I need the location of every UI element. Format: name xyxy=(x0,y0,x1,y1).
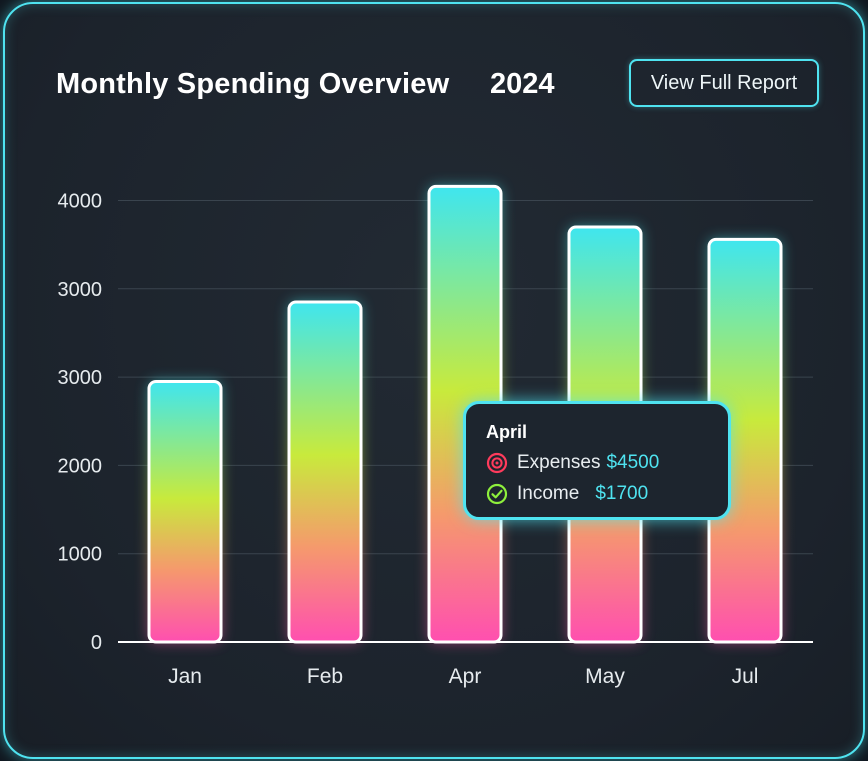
x-tick-label: Jan xyxy=(168,665,202,688)
y-tick-label: 3000 xyxy=(58,279,103,301)
tooltip-income-row: Income $1700 xyxy=(486,483,648,505)
tooltip-income-label: Income xyxy=(517,483,580,504)
y-tick-label: 0 xyxy=(91,632,102,654)
chart-tooltip: April Expenses $4500 Income $1700 xyxy=(463,401,731,520)
check-circle-icon xyxy=(486,483,508,505)
y-tick-label: 3000 xyxy=(58,367,103,389)
x-tick-label: Feb xyxy=(307,665,343,688)
y-tick-label: 2000 xyxy=(58,455,103,477)
x-tick-label: Jul xyxy=(732,665,759,688)
y-tick-label: 4000 xyxy=(58,191,103,213)
y-tick-label: 1000 xyxy=(58,544,103,566)
tooltip-expenses-label: Expenses xyxy=(517,452,601,473)
x-tick-label: Apr xyxy=(449,665,482,688)
tooltip-expenses-value: $4500 xyxy=(606,452,660,473)
tooltip-income-value: $1700 xyxy=(595,483,649,504)
chart-title: Monthly Spending Overview xyxy=(56,68,450,100)
tooltip-expenses-row: Expenses $4500 xyxy=(486,452,659,474)
view-full-report-button[interactable]: View Full Report xyxy=(629,59,819,107)
bar-feb xyxy=(287,300,363,644)
chart-year: 2024 xyxy=(490,68,555,100)
tooltip-title: April xyxy=(486,422,528,442)
x-tick-label: May xyxy=(585,665,625,688)
target-icon xyxy=(486,452,508,474)
bar-jan xyxy=(147,380,223,644)
